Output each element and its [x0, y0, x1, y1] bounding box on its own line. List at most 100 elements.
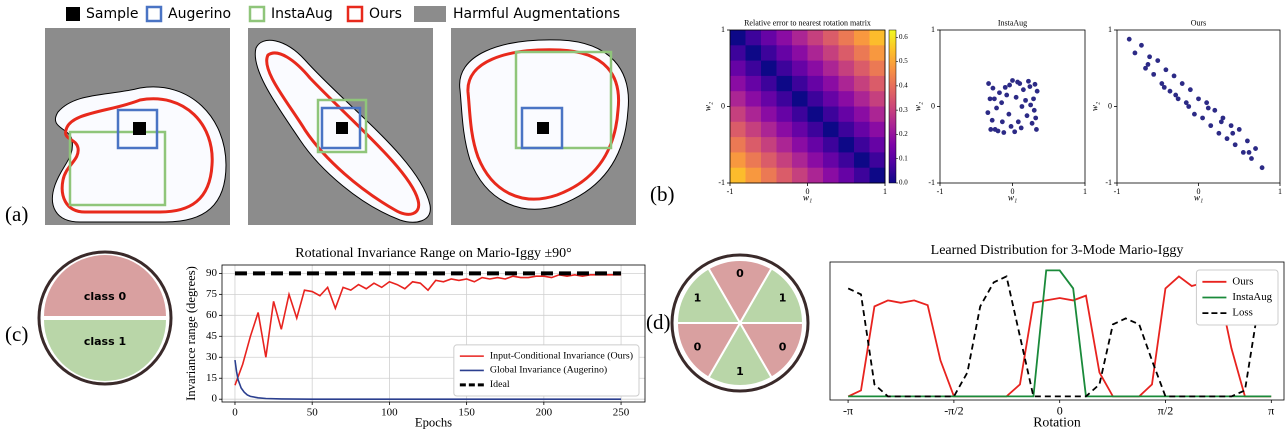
heatmap-cell	[777, 122, 793, 138]
panel-label: (c)	[5, 322, 28, 346]
heatmap-cell	[808, 76, 824, 92]
chart-title: Ours	[1191, 18, 1207, 27]
scatter-point	[1249, 156, 1254, 161]
heatmap-cell	[823, 168, 839, 184]
scatter-point	[1241, 150, 1246, 155]
heatmap-cell	[792, 76, 808, 92]
x-tick-label: 1	[1278, 187, 1282, 196]
scatter-point	[1026, 79, 1031, 84]
heatmap-cell	[777, 45, 793, 61]
scatter-point	[1032, 108, 1037, 113]
heatmap-cell	[854, 30, 870, 46]
x-tick-label: π	[1268, 404, 1274, 418]
scatter-point	[1162, 85, 1167, 90]
swatch-instaaug	[250, 7, 264, 21]
x-axis-label: w₁	[803, 193, 812, 203]
x-axis-label: w₁	[1194, 193, 1203, 203]
scatter-point	[1021, 87, 1026, 92]
y-tick-label: 45	[206, 330, 218, 342]
heatmap-cell	[823, 107, 839, 123]
y-tick-label: 60	[206, 309, 218, 321]
scatter-point	[1151, 72, 1156, 77]
heatmap-cell	[870, 152, 886, 168]
scatter-point	[1168, 89, 1173, 94]
heatmap-cell	[730, 76, 746, 92]
heatmap-cell	[792, 152, 808, 168]
y-axis-label: Invariance range (degrees)	[184, 266, 198, 401]
heatmap-cell	[870, 137, 886, 153]
legend-label: Ideal	[490, 379, 510, 390]
colorbar-tick-label: 0.0	[899, 179, 908, 187]
scatter-point	[1233, 142, 1238, 147]
legend-label: Loss	[1232, 307, 1252, 319]
heatmap-cell	[839, 137, 855, 153]
scatter-point	[1033, 116, 1038, 121]
class-1-region	[44, 320, 166, 381]
scatter-point	[1127, 37, 1132, 42]
y-tick-label: 0	[931, 101, 935, 110]
x-tick-label: -1	[727, 187, 734, 196]
heatmap-cell	[746, 152, 762, 168]
heatmap-cell	[761, 122, 777, 138]
heatmap-cell	[870, 91, 886, 107]
swatch-harmful	[414, 6, 446, 22]
heatmap-cell	[808, 61, 824, 77]
class-label: class 0	[84, 290, 127, 303]
y-axis-label: w₂	[703, 102, 713, 111]
legend: Input-Conditional Invariance (Ours)Globa…	[454, 345, 639, 396]
heatmap-cell	[839, 168, 855, 184]
heatmap-cell	[823, 91, 839, 107]
heatmap-cell	[792, 30, 808, 46]
heatmap-cell	[792, 122, 808, 138]
heatmap-cell	[761, 76, 777, 92]
scatter-point	[1192, 112, 1197, 117]
heatmap-cell	[854, 152, 870, 168]
scatter-point	[993, 127, 998, 132]
heatmap-cell	[854, 91, 870, 107]
scatter-point	[1015, 80, 1020, 85]
legend-label: Input-Conditional Invariance (Ours)	[490, 350, 633, 361]
heatmap-cell	[870, 76, 886, 92]
y-tick-label: 0	[1108, 101, 1112, 110]
heatmap-cell	[808, 122, 824, 138]
scatter-point	[1033, 82, 1038, 87]
heatmap-cell	[854, 45, 870, 61]
scatter-point	[1230, 131, 1235, 136]
scatter-point	[1030, 121, 1035, 126]
scatter-point	[1172, 74, 1177, 79]
chart-title: InstaAug	[998, 18, 1027, 27]
heatmap-cell	[777, 137, 793, 153]
heatmap-cell	[746, 61, 762, 77]
scatter-point	[1155, 58, 1160, 63]
heatmap-cell	[761, 168, 777, 184]
heatmap-cell	[761, 152, 777, 168]
scatter-point	[1204, 100, 1209, 105]
scatter-point	[1147, 54, 1152, 59]
scatter-point	[1225, 136, 1230, 141]
legend-a: Sample Augerino InstaAug Ours Harmful Au…	[66, 6, 620, 22]
y-tick-label: 1	[721, 25, 725, 34]
heatmap-cell	[808, 152, 824, 168]
scatter-point	[1016, 119, 1021, 124]
sample	[133, 122, 146, 135]
scatter-point	[1001, 130, 1006, 135]
colorbar-tick-label: 0.4	[899, 81, 908, 89]
legend-label: Ours	[369, 6, 402, 22]
heatmap-cell	[808, 107, 824, 123]
plot-frame	[940, 30, 1085, 183]
heatmap-cell	[839, 107, 855, 123]
legend-label: Harmful Augmentations	[453, 6, 620, 22]
wedge-label: 1	[779, 291, 787, 304]
panel-a	[45, 28, 636, 225]
heatmap-cell	[823, 30, 839, 46]
heatmap-cell	[823, 76, 839, 92]
heatmap-cell	[839, 30, 855, 46]
heatmap-cell	[792, 168, 808, 184]
heatmap-cell	[854, 122, 870, 138]
y-tick-label: 0	[212, 393, 218, 405]
scatter-point	[1216, 131, 1221, 136]
heatmap-cell	[854, 76, 870, 92]
scatter-point	[988, 96, 993, 101]
x-axis-label: Rotation	[1033, 415, 1081, 430]
y-axis-label: w₂	[913, 102, 923, 111]
